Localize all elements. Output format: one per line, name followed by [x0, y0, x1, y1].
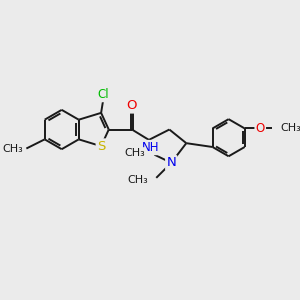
Text: CH₃: CH₃	[127, 175, 148, 185]
Text: O: O	[127, 99, 137, 112]
Text: CH₃: CH₃	[124, 148, 145, 158]
Text: NH: NH	[142, 141, 160, 154]
Text: CH₃: CH₃	[281, 123, 300, 134]
Text: Cl: Cl	[98, 88, 109, 101]
Text: O: O	[256, 122, 265, 135]
Text: N: N	[167, 156, 176, 169]
Text: S: S	[97, 140, 105, 153]
Text: CH₃: CH₃	[2, 143, 23, 154]
